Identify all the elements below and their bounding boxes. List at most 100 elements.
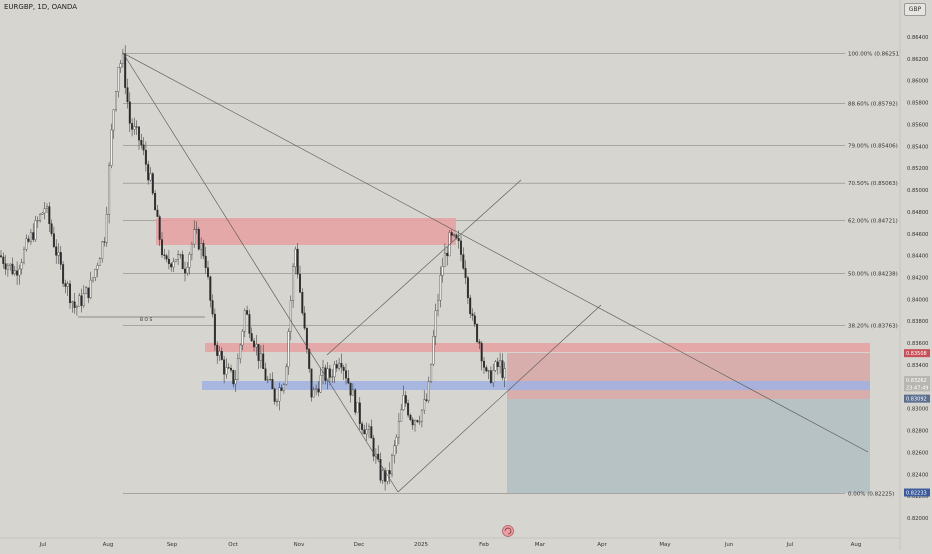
trendline-fib-diagonal (122, 52, 399, 493)
candle-body (241, 331, 244, 346)
price-tag (904, 383, 930, 392)
candle-body (363, 429, 366, 435)
candle-body (269, 379, 272, 380)
trendline-long (122, 52, 869, 453)
candle-body (239, 344, 242, 359)
candle-body (243, 310, 246, 332)
candle-body (473, 315, 476, 325)
candle-body (273, 388, 276, 402)
candle-body (303, 312, 306, 329)
candle-body (112, 109, 115, 131)
candle-body (476, 324, 479, 342)
candle-body (50, 223, 53, 234)
candle-body (64, 283, 67, 287)
candle-body (39, 214, 42, 221)
candle-body (115, 91, 117, 111)
candle-body (246, 310, 249, 315)
time-axis[interactable]: Jul Aug Sep Oct Nov Dec 2025 Feb Mar Apr May Jun Jul… (0, 537, 900, 548)
candle-body (110, 129, 113, 166)
candle-body (0, 255, 2, 258)
x-tick-label: Apr (597, 542, 607, 548)
y-tick-label: 0.82400 (907, 472, 928, 478)
candle-body (305, 327, 308, 350)
candle-body (23, 249, 25, 263)
candle-body (393, 445, 396, 456)
stop-loss-zone (507, 353, 870, 399)
candle-body (103, 241, 106, 243)
candle-body (457, 238, 460, 242)
candle-body (292, 266, 295, 301)
y-tick-label: 0.86400 (907, 35, 928, 41)
candle-body (92, 277, 94, 281)
candle-body (52, 233, 55, 247)
candle-body (287, 331, 290, 368)
candle-body (154, 193, 157, 211)
candle-body (87, 287, 90, 299)
candle-body (423, 399, 426, 411)
candle-body (186, 267, 189, 274)
y-tick-label: 0.86200 (907, 57, 928, 63)
candle-body (216, 344, 219, 356)
candle-body (218, 350, 221, 356)
x-tick-label: Jul (786, 542, 794, 548)
candle-body (193, 229, 196, 245)
candle-body (27, 238, 30, 242)
replay-icon[interactable] (502, 525, 514, 537)
candle-body (98, 258, 101, 266)
trend-drawings: B O S (78, 52, 869, 493)
candle-body (147, 164, 150, 181)
x-tick-label: Jun (724, 542, 734, 548)
y-tick-label: 0.85000 (907, 188, 928, 194)
candle-body (299, 274, 301, 293)
candle-body (365, 429, 368, 435)
candle-body (333, 364, 336, 378)
candle-body (450, 232, 453, 236)
candle-body (131, 123, 134, 130)
candle-body (492, 370, 495, 383)
candle-body (105, 214, 108, 243)
candle-body (407, 403, 410, 416)
candle-body (411, 419, 414, 426)
x-tick-label: Jul (39, 542, 47, 548)
fib-label: 62.00% (0.84721) (848, 219, 898, 225)
bos-label: B O S (140, 317, 152, 323)
candle-body (96, 265, 99, 270)
candle-body (94, 269, 97, 278)
candle-body (236, 358, 239, 380)
candle-body (351, 389, 354, 396)
take-profit-zone (507, 399, 870, 493)
price-axis[interactable]: 0.86400 0.86200 0.86000 0.85800 0.85600 0.854… (899, 0, 932, 550)
x-tick-label: May (659, 542, 671, 548)
candle-body (257, 344, 260, 361)
candle-body (167, 258, 170, 264)
candle-body (453, 234, 456, 236)
candle-body (282, 384, 285, 391)
candle-body (128, 101, 131, 124)
x-tick-label: Aug (851, 542, 862, 548)
x-tick-label: Sep (167, 542, 178, 548)
y-tick-label: 0.85400 (907, 144, 928, 150)
candle-body (437, 300, 439, 311)
candle-body (20, 262, 23, 270)
price-tag (904, 394, 930, 403)
candle-body (55, 246, 58, 256)
symbol-label: EURGBP, 1D, OANDA (4, 3, 78, 11)
candle-body (377, 453, 380, 460)
demand-zone (202, 381, 870, 390)
currency-badge[interactable]: GBP (904, 3, 926, 16)
candle-body (439, 275, 442, 301)
candle-body (404, 395, 407, 404)
candle-body (133, 126, 136, 130)
candle-body (462, 254, 465, 269)
candle-body (80, 295, 83, 306)
candle-body (331, 376, 334, 378)
candle-body (397, 421, 400, 438)
candle-body (315, 388, 318, 391)
candle-body (200, 243, 203, 250)
candle-body (117, 67, 120, 92)
candle-body (108, 165, 111, 215)
zones (156, 218, 870, 493)
